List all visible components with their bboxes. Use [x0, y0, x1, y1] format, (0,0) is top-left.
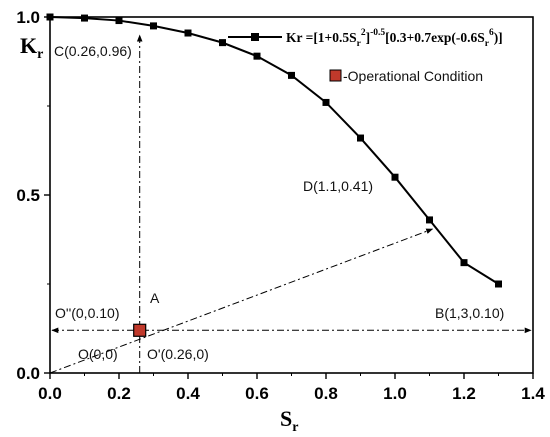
data-point	[288, 71, 295, 79]
annotation-label: O'(0.26,0)	[147, 346, 209, 362]
legend: Kr =[1+0.5Sr2]-0.5[0.3+0.7exp(-0.6Sr6)] …	[228, 28, 503, 84]
legend-marker	[251, 33, 259, 41]
data-point	[184, 29, 192, 37]
y-axis-title: Kr	[20, 33, 43, 62]
series-layer	[46, 13, 502, 337]
data-point	[322, 98, 330, 106]
data-point	[150, 22, 157, 30]
x-tick-label: 0.6	[245, 384, 269, 403]
x-tick-label: 1.0	[383, 384, 407, 403]
y-tick-label: 1.0	[16, 8, 40, 27]
axes: 0.0 0.2 0.4 0.6 0.8 1.0 1.2 1.4 0.0 0.5 1.0	[16, 8, 545, 403]
y-tick-label: 0.0	[16, 364, 40, 383]
annotation-label: D(1.1,0.41)	[303, 178, 373, 194]
data-point	[495, 280, 502, 288]
data-point	[81, 14, 88, 22]
data-point	[460, 259, 468, 267]
x-tick-label: 0.4	[176, 384, 200, 403]
annotation-label: B(1,3,0.10)	[435, 305, 504, 321]
data-point	[357, 134, 364, 142]
x-tick-label: 0.8	[314, 384, 338, 403]
x-tick-label: 1.2	[452, 384, 476, 403]
x-tick-label: 1.4	[521, 384, 545, 403]
data-point	[115, 17, 123, 25]
operational-point-marker	[133, 323, 147, 337]
x-tick-label: 0.0	[38, 384, 62, 403]
annotation-label: A	[150, 290, 160, 306]
x-tick-label: 0.2	[107, 384, 131, 403]
operational-legend-marker	[329, 69, 342, 82]
guide-diagonal-O-D	[49, 228, 434, 374]
annotation-label: O(0,0)	[78, 346, 118, 362]
data-point	[426, 216, 433, 224]
y-tick-label: 0.5	[16, 186, 40, 205]
legend-series-label: Kr =[1+0.5Sr2]-0.5[0.3+0.7exp(-0.6Sr6)]	[286, 28, 503, 49]
labels: C(0.26,0.96) D(1.1,0.41) O''(0,0.10) A B(1,3…	[54, 43, 504, 362]
annotation-label: C(0.26,0.96)	[54, 43, 132, 59]
data-point	[219, 39, 226, 47]
data-point	[391, 173, 399, 181]
data-point	[253, 52, 261, 60]
x-axis-title: Sr	[280, 406, 298, 435]
annotation-label: O''(0,0.10)	[55, 305, 119, 321]
guide-lines	[49, 34, 532, 374]
operational-legend-label: -Operational Condition	[343, 68, 483, 84]
series-line	[49, 16, 500, 285]
